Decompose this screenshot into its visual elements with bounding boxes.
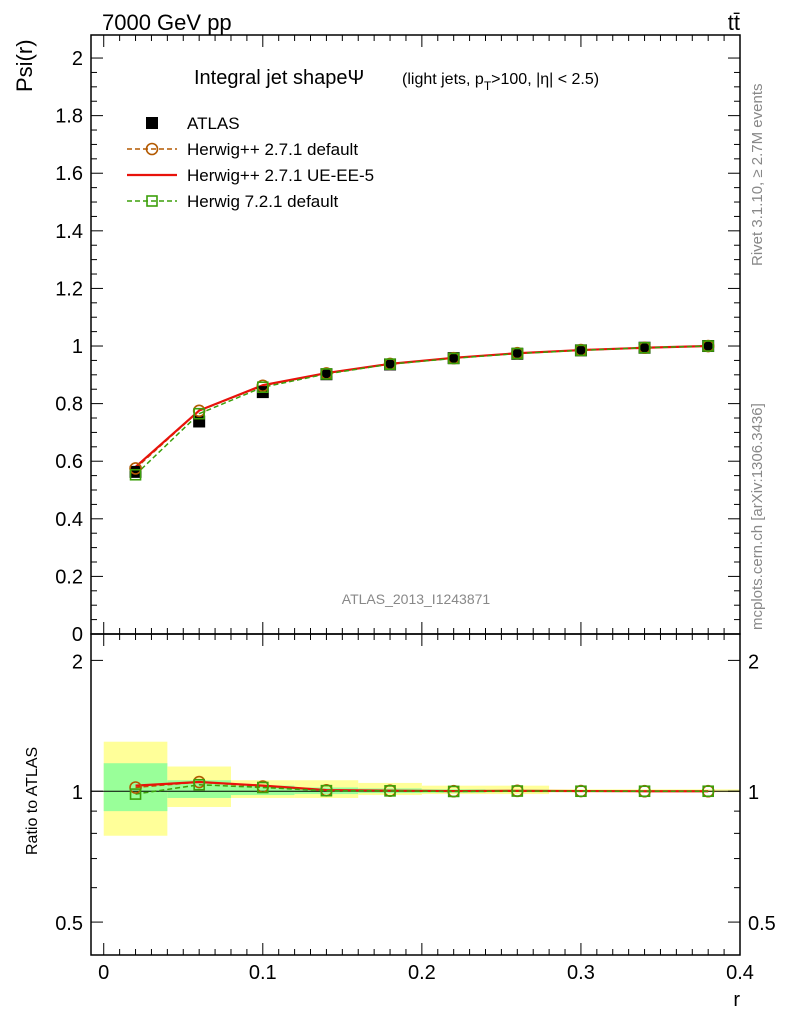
data-point	[145, 142, 159, 156]
legend: ATLAS Herwig++ 2.7.1 default Herwig++ 2.7.…	[127, 114, 374, 211]
mcplots-label: mcplots.cern.ch [arXiv:1306.3436]	[749, 403, 766, 630]
y-tick-label: 1.4	[55, 221, 83, 243]
ratio-y-tick-label-right: 1	[748, 782, 759, 804]
ratio-y-tick-label: 2	[72, 651, 83, 673]
data-point	[146, 117, 158, 129]
y-tick-label: 1.6	[55, 163, 83, 185]
data-point	[193, 778, 205, 791]
ratio-axis-label: Ratio to ATLAS	[24, 747, 41, 855]
data-point	[129, 781, 142, 794]
data-point	[129, 788, 142, 800]
y-tick-label: 1	[72, 336, 83, 358]
rivet-label: Rivet 3.1.10, ≥ 2.7M events	[749, 84, 766, 267]
main-title-detail: (light jets, pT>100, |η| < 2.5)	[402, 71, 599, 93]
process-label: tt̄	[728, 10, 740, 35]
data-point	[129, 468, 142, 481]
data-point	[146, 195, 158, 207]
y-tick-label: 2	[72, 48, 83, 70]
y-tick-label: 0.4	[55, 509, 83, 531]
series-line	[135, 345, 709, 476]
data-point	[575, 785, 587, 798]
data-point	[320, 368, 333, 380]
y-tick-label: 1.2	[55, 278, 83, 300]
data-point	[511, 785, 524, 797]
data-point	[702, 340, 714, 352]
data-point	[511, 347, 524, 360]
data-point	[384, 785, 396, 797]
x-tick-label: 0.1	[249, 962, 277, 984]
analysis-watermark: ATLAS_2013_I1243871	[342, 591, 491, 607]
ratio-y-tick-label-right: 0.5	[748, 913, 776, 935]
x-tick-label: 0.4	[726, 962, 754, 984]
y-tick-label: 0.6	[55, 451, 83, 473]
data-point	[638, 785, 651, 798]
data-point	[702, 785, 714, 798]
y-tick-label: 1.8	[55, 106, 83, 128]
data-point	[129, 462, 142, 475]
main-title: Integral jet shapeΨ	[194, 67, 364, 89]
data-point	[384, 358, 396, 370]
data-point	[575, 344, 587, 357]
legend-entry: Herwig++ 2.7.1 default	[187, 140, 358, 159]
data-point	[638, 341, 651, 354]
x-tick-label: 0	[98, 962, 109, 984]
series-line	[135, 783, 709, 795]
legend-entry: ATLAS	[187, 114, 240, 133]
data-point	[129, 465, 142, 478]
stat-band	[230, 785, 295, 796]
plot-frame	[90, 633, 741, 956]
energy-label: 7000 GeV pp	[102, 10, 232, 35]
x-tick-label: 0.2	[408, 962, 436, 984]
data-point	[193, 407, 205, 420]
x-axis-label: r	[733, 989, 740, 1011]
legend-entry: Herwig 7.2.1 default	[187, 192, 338, 211]
data-point	[320, 784, 333, 797]
data-point	[511, 347, 524, 360]
data-point	[256, 381, 269, 394]
data-point	[447, 352, 460, 365]
legend-entry: Herwig++ 2.7.1 UE-EE-5	[187, 166, 374, 185]
series-line	[135, 780, 709, 793]
data-point	[193, 415, 206, 428]
data-point	[702, 340, 715, 353]
y-tick-label: 0.2	[55, 566, 83, 588]
ratio-y-tick-label-right: 2	[748, 651, 759, 673]
ratio-y-tick-label: 1	[72, 782, 83, 804]
y-tick-label: 0.8	[55, 394, 83, 416]
series-line	[134, 344, 709, 468]
x-tick-label: 0.3	[567, 962, 595, 984]
data-point	[638, 341, 651, 354]
data-point	[447, 352, 460, 365]
ratio-y-tick-label: 0.5	[55, 913, 83, 935]
data-point	[574, 344, 587, 357]
y-tick-label: 0	[72, 624, 83, 646]
data-point	[447, 785, 460, 798]
y-axis-label: Psi(r)	[12, 39, 37, 92]
series-line	[135, 345, 709, 469]
data-point	[384, 358, 397, 371]
data-point	[256, 781, 269, 794]
